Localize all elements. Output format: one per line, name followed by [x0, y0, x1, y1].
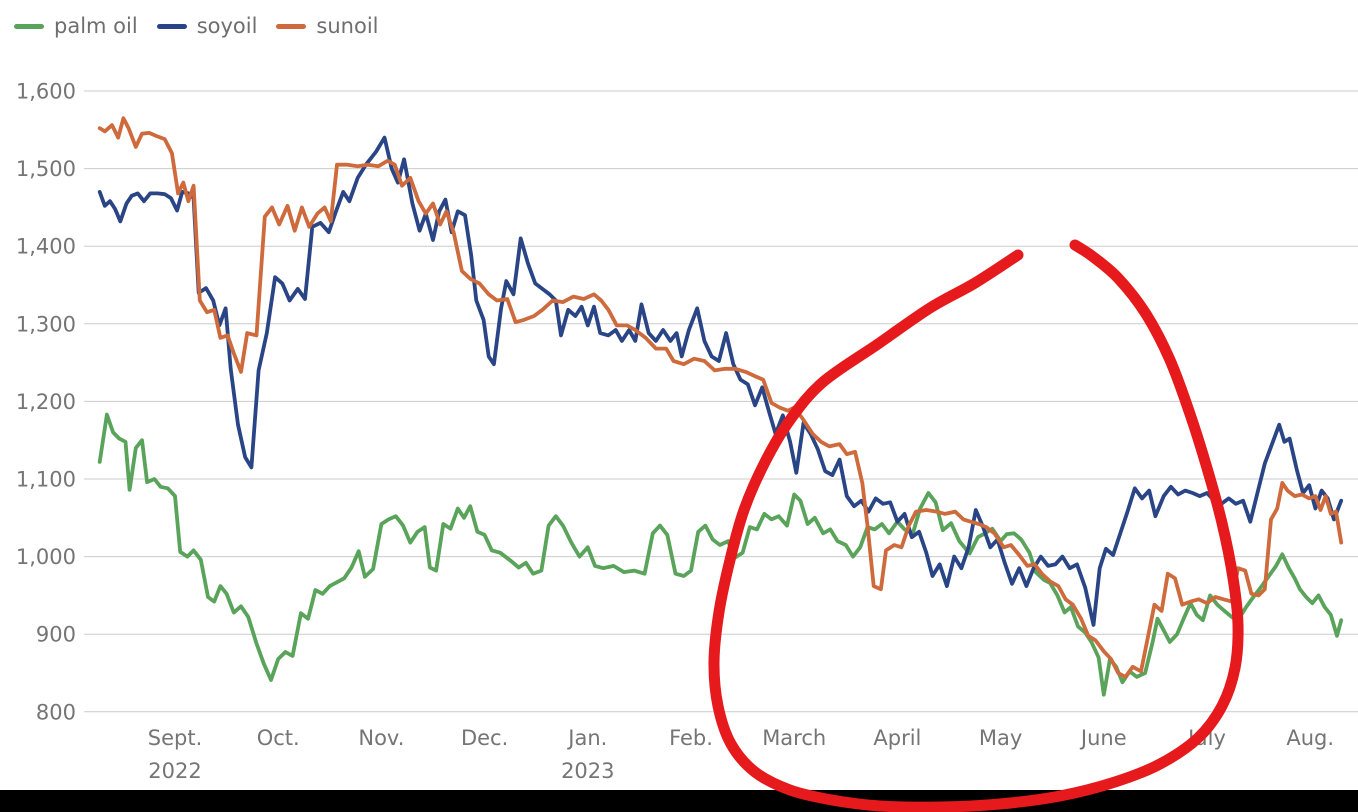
x-tick-label: Nov. — [358, 726, 404, 750]
series-line-soyoil — [97, 135, 1344, 627]
x-tick-label: Feb. — [669, 726, 713, 750]
y-tick-label: 1,200 — [16, 390, 76, 414]
x-tick-year-label: 2022 — [148, 759, 201, 783]
series-line-sunoil — [97, 116, 1344, 679]
x-tick-label: Sept. — [148, 726, 203, 750]
x-tick-year-label: 2023 — [561, 759, 614, 783]
x-tick-label: Dec. — [461, 726, 508, 750]
y-tick-label: 800 — [36, 700, 76, 724]
y-tick-label: 1,500 — [16, 157, 76, 181]
y-tick-label: 1,300 — [16, 312, 76, 336]
y-tick-label: 1,600 — [16, 80, 76, 104]
y-axis-labels: 800 900 1,000 1,100 1,200 1,300 1,400 1,500 1,60… — [16, 80, 76, 725]
x-tick-label: April — [873, 726, 921, 750]
x-tick-label: Oct. — [257, 726, 300, 750]
legend-label: palm oil — [54, 14, 138, 38]
red-circle-annotation — [708, 239, 1244, 812]
legend-swatch-icon — [156, 24, 187, 29]
legend-item-palm-oil: palm oil — [14, 16, 138, 37]
y-tick-label: 1,100 — [16, 468, 76, 492]
legend-item-sunoil: sunoil — [276, 14, 379, 38]
x-tick-label: Aug. — [1286, 726, 1334, 750]
x-tick-label: March — [762, 726, 826, 750]
legend-label: sunoil — [316, 14, 379, 38]
legend-swatch-icon — [276, 24, 307, 29]
legend-item-soyoil: soyoil — [156, 14, 258, 38]
legend-label: soyoil — [196, 14, 258, 38]
x-tick-label: May — [979, 726, 1022, 750]
x-axis-labels: Sept. 2022 Oct. Nov. Dec. Jan. 2023 Feb. March Ap… — [148, 726, 1334, 783]
y-tick-label: 1,400 — [16, 235, 76, 259]
x-tick-label: June — [1079, 726, 1127, 750]
y-tick-label: 900 — [36, 623, 76, 647]
legend-swatch-icon — [14, 24, 44, 29]
x-tick-label: Jan. — [566, 726, 607, 750]
y-tick-label: 1,000 — [16, 545, 76, 569]
chart-legend: palm oil soyoil sunoil — [14, 16, 379, 37]
series-line-palm-oil — [97, 412, 1344, 697]
